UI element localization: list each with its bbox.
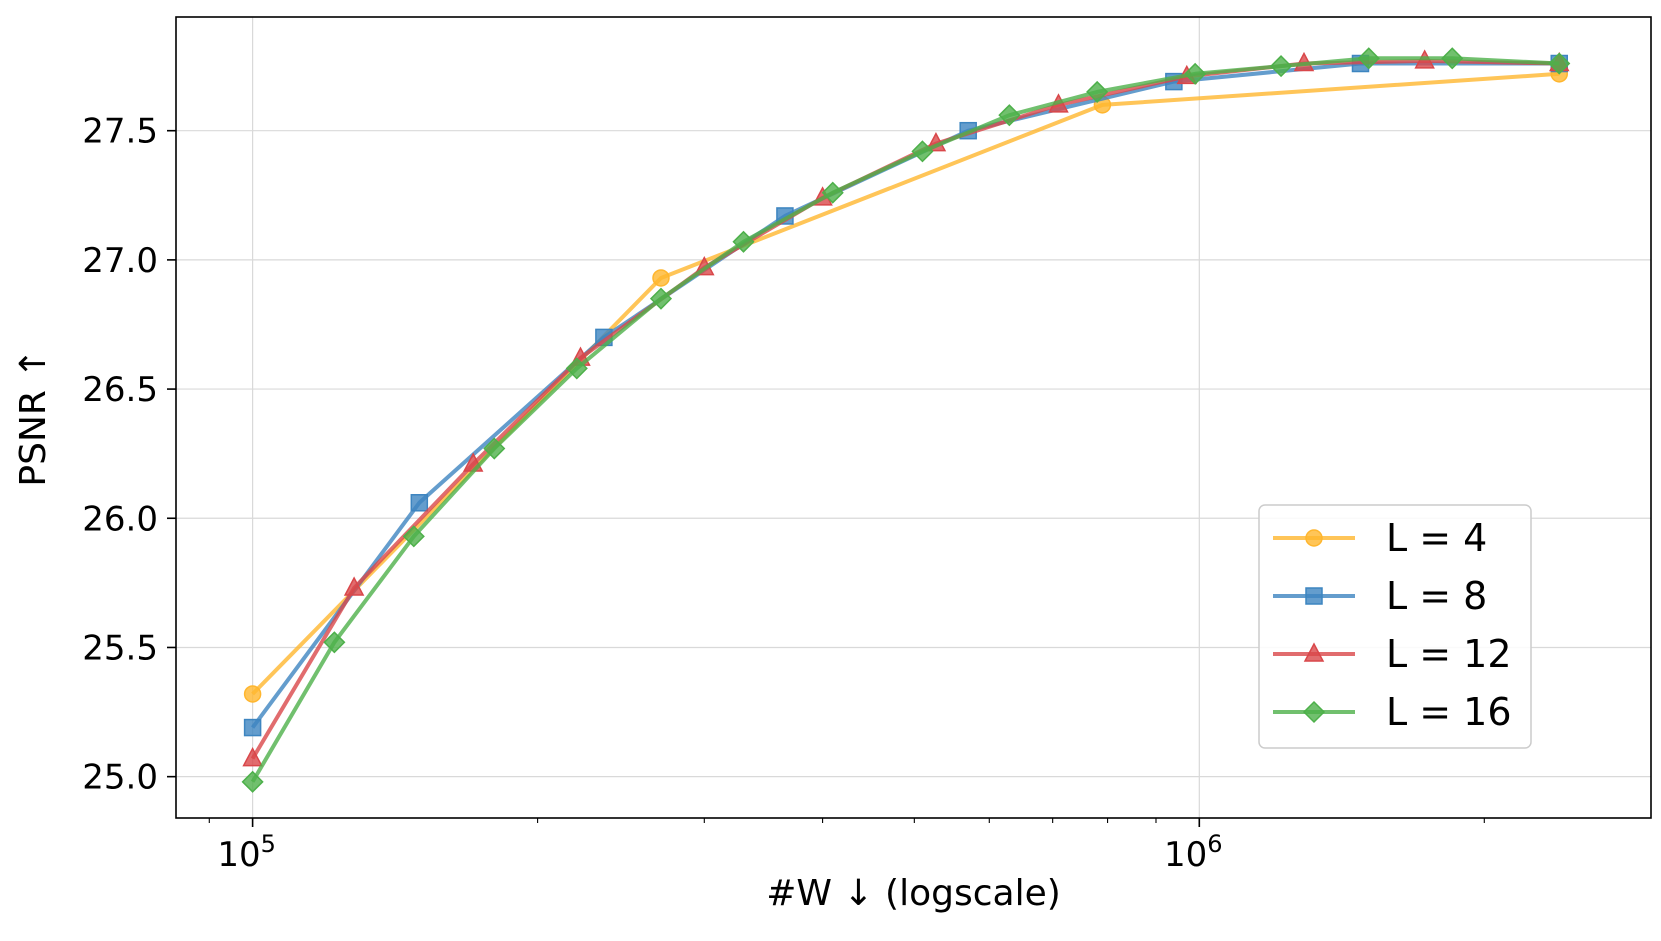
legend-item: L = 8 [1273, 574, 1487, 618]
data-point [1086, 80, 1109, 103]
data-point [821, 181, 844, 204]
data-point [410, 494, 429, 512]
data-point [241, 770, 264, 793]
y-axis-label: PSNR ↑ [13, 348, 54, 486]
series-4 [241, 47, 1571, 793]
data-point [243, 718, 262, 737]
legend-marker [1302, 700, 1326, 724]
x-tick-label: 106 [1164, 830, 1223, 875]
legend-label: L = 4 [1386, 516, 1487, 560]
y-tick-label: 27.0 [82, 241, 158, 281]
data-point [998, 104, 1021, 127]
y-tick-label: 26.5 [82, 370, 158, 410]
legend-label: L = 8 [1386, 574, 1487, 618]
y-tick-label: 25.0 [82, 758, 158, 798]
series-1 [243, 65, 1569, 703]
legend-box [1258, 504, 1532, 749]
data-point [565, 357, 588, 380]
legend-label: L = 12 [1386, 632, 1512, 676]
legend-label: L = 16 [1386, 690, 1512, 734]
legend: L = 4 L = 8 L = 12 L = 16 [1258, 504, 1532, 749]
data-point [1270, 55, 1293, 78]
x-axis-label: #W ↓ (logscale) [766, 873, 1061, 914]
legend-item: L = 12 [1273, 632, 1512, 676]
legend-item: L = 4 [1273, 516, 1487, 560]
legend-marker [1305, 587, 1323, 605]
data-point [402, 525, 425, 548]
data-point [1441, 47, 1464, 70]
legend-marker [1303, 642, 1325, 662]
data-point [1548, 52, 1571, 75]
legend-marker [1305, 529, 1323, 547]
y-tick-label: 25.5 [82, 628, 158, 668]
data-point [242, 746, 263, 767]
data-point [732, 230, 755, 253]
series-line [250, 56, 1560, 783]
data-point [323, 631, 346, 654]
y-tick-label: 27.5 [82, 112, 158, 152]
series-layer [241, 47, 1571, 793]
data-point [652, 269, 670, 287]
plot-frame [175, 16, 1652, 819]
data-point [1184, 62, 1207, 85]
legend-item: L = 16 [1273, 690, 1512, 734]
data-point [243, 685, 262, 703]
data-point [649, 287, 673, 310]
data-point [911, 140, 934, 163]
series-line [251, 71, 1560, 696]
data-point [483, 437, 506, 460]
y-tick-label: 26.0 [82, 499, 158, 539]
x-tick-label: 105 [217, 830, 276, 875]
data-point [1357, 47, 1380, 70]
axis-ticks: 25.0 25.5 26.0 26.5 27.0 27.5 105 106 [82, 112, 1485, 875]
data-point [343, 576, 365, 596]
